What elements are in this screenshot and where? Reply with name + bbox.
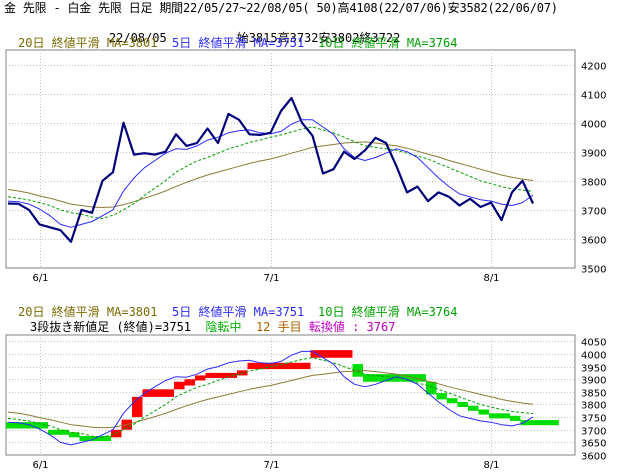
legend-top-ma5: 5日 終値平滑 MA=3751 — [172, 36, 305, 50]
bottom-panel-xtick-label: 8/1 — [483, 460, 499, 471]
renko-block — [195, 375, 206, 381]
header-date: 22/08/05 — [108, 31, 167, 45]
renko-block — [184, 379, 195, 386]
bottom-panel-ytick-label: 3700 — [581, 427, 606, 438]
renko-block — [457, 401, 468, 407]
renko-block — [447, 398, 458, 404]
renko-state: 陰転中 — [205, 320, 242, 334]
top-panel-xtick-label: 8/1 — [483, 273, 499, 284]
bottom-panel-ytick-label: 3650 — [581, 439, 606, 450]
top-panel-ytick-label: 3700 — [581, 207, 606, 218]
bottom-panel-xtick-label: 6/1 — [32, 460, 48, 471]
renko-info: 3段抜き新値足 (終値)=3751 陰転中 12 手目 転換値 : 3767 — [30, 320, 395, 334]
renko-block — [142, 389, 174, 397]
bottom-panel-ytick-label: 4050 — [581, 338, 606, 349]
header-low: 安3802 — [318, 31, 360, 45]
top-panel-xtick-label: 7/1 — [263, 273, 279, 284]
renko-close: 3段抜き新値足 (終値)=3751 — [30, 320, 192, 334]
renko-block — [132, 396, 143, 418]
top-panel-ytick-label: 3600 — [581, 236, 606, 247]
renko-block — [520, 420, 559, 426]
bottom-panel-ytick-label: 3800 — [581, 401, 606, 412]
top-panel-frame — [5, 49, 576, 269]
renko-block — [111, 429, 122, 438]
bottom-panel-ytick-label: 4000 — [581, 351, 606, 362]
renko-block — [48, 429, 69, 435]
renko-block — [426, 381, 437, 395]
top-panel-ytick-label: 4000 — [581, 120, 606, 131]
renko-block — [468, 405, 479, 411]
renko-block — [247, 362, 311, 370]
top-panel-ytick-label: 3500 — [581, 265, 606, 276]
renko-reversal: 転換値 : 3767 — [308, 320, 396, 334]
legend-bottom-ma10: 10日 終値平滑 MA=3764 — [318, 305, 458, 319]
bottom-panel-ytick-label: 3750 — [581, 414, 606, 425]
ma10-line — [7, 126, 534, 220]
renko-block — [310, 350, 353, 358]
bottom-panel-ytick-label: 3850 — [581, 389, 606, 400]
bottom-ma5-line — [7, 350, 534, 446]
top-panel-xtick-label: 6/1 — [32, 273, 48, 284]
header-close: 終3722 — [359, 31, 401, 45]
header-title: 金 先限 - 白金 先限 日足 期間22/05/27~22/08/05( 50)… — [4, 1, 558, 15]
header-open: 始3815 — [236, 31, 278, 45]
chart-header: 金 先限 - 白金 先限 日足 期間22/05/27~22/08/05( 50)… — [0, 0, 624, 45]
renko-block — [478, 409, 489, 415]
legend-top-ma20: 20日 終値平滑 MA=3801 — [18, 36, 158, 50]
ma20-line — [7, 141, 534, 208]
top-panel-ytick-label: 3900 — [581, 149, 606, 160]
top-panel-ytick-label: 3800 — [581, 178, 606, 189]
renko-block — [489, 413, 510, 419]
header-high: 高3732 — [277, 31, 319, 45]
bottom-panel-ytick-label: 3950 — [581, 364, 606, 375]
renko-block — [352, 364, 363, 377]
bottom-ma10-line — [7, 357, 534, 438]
header-ohlc: 22/08/05 始3815高3732安3802終3722 — [80, 17, 400, 59]
renko-count: 12 手目 — [255, 320, 302, 334]
renko-block — [69, 432, 80, 438]
renko-block — [174, 381, 185, 390]
bottom-panel-ytick-label: 3600 — [581, 452, 606, 463]
legend-bottom-ma5: 5日 終値平滑 MA=3751 — [172, 305, 305, 319]
bottom-panel-ytick-label: 3900 — [581, 376, 606, 387]
close-line — [7, 96, 534, 243]
bottom-panel-xtick-label: 7/1 — [263, 460, 279, 471]
renko-block — [436, 393, 447, 400]
legend-top-ma10: 10日 終値平滑 MA=3764 — [318, 36, 458, 50]
renko-block — [510, 415, 521, 421]
legend-bottom-ma20: 20日 終値平滑 MA=3801 — [18, 305, 158, 319]
renko-block — [6, 422, 48, 429]
top-panel-ytick-label: 4100 — [581, 91, 606, 102]
top-panel-ytick-label: 4200 — [581, 62, 606, 73]
renko-block — [205, 372, 237, 378]
bottom-ma20-line — [7, 370, 534, 429]
